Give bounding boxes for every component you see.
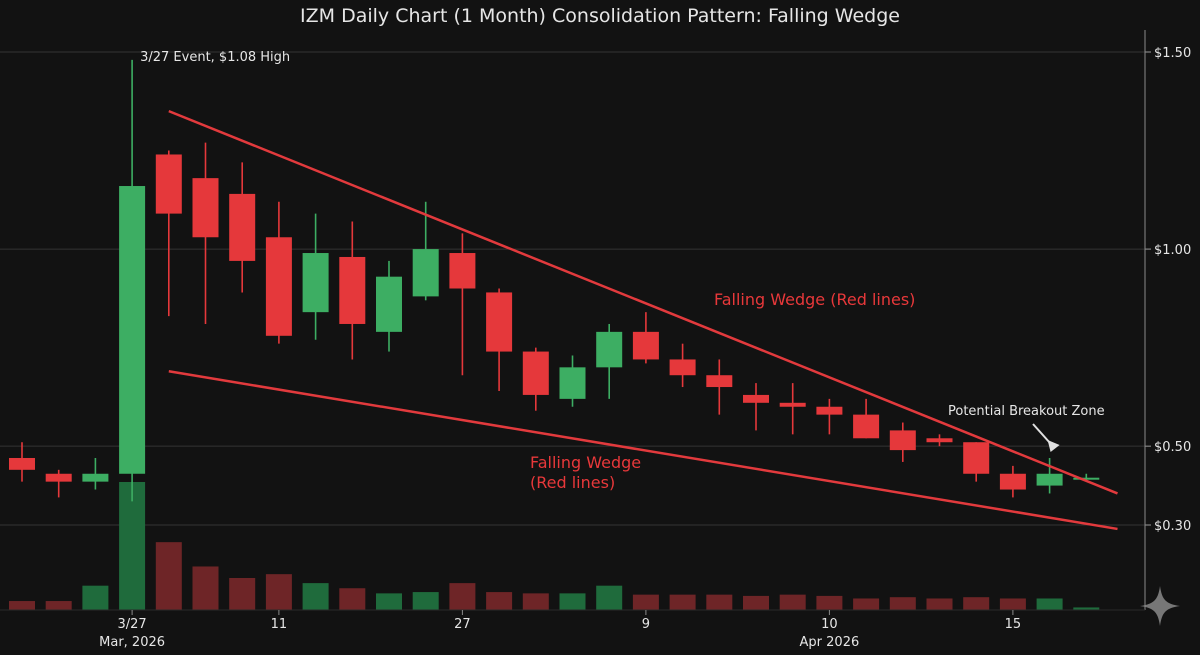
y-tick-label: $0.30 bbox=[1154, 519, 1191, 534]
candle-body bbox=[559, 367, 586, 399]
candle-body bbox=[853, 414, 880, 439]
candle-body bbox=[302, 253, 329, 313]
candle-body bbox=[999, 473, 1026, 490]
wedge-upper-line bbox=[168, 109, 1118, 495]
candle-body bbox=[9, 457, 35, 470]
volume-bars bbox=[9, 482, 1100, 610]
volume-bar bbox=[632, 594, 659, 610]
candle-body bbox=[1073, 477, 1100, 480]
candle-body bbox=[1036, 473, 1063, 486]
volume-bar bbox=[339, 588, 366, 610]
volume-bar bbox=[779, 594, 806, 610]
candle-body bbox=[412, 249, 439, 297]
candle-body bbox=[632, 331, 659, 360]
volume-bar bbox=[559, 593, 586, 610]
wedge-label-mid-line2: (Red lines) bbox=[530, 473, 615, 492]
volume-bar bbox=[192, 566, 219, 610]
volume-bar bbox=[889, 597, 916, 610]
volume-bar bbox=[1073, 607, 1100, 610]
candle-body bbox=[706, 375, 733, 388]
wedge-label-mid-line1: Falling Wedge bbox=[530, 453, 641, 472]
candle-body bbox=[82, 473, 109, 482]
volume-bar bbox=[229, 578, 256, 610]
volume-bar bbox=[265, 574, 292, 610]
candle-body bbox=[265, 237, 292, 336]
candle-body bbox=[779, 402, 806, 407]
sparkle-icon bbox=[1140, 586, 1180, 626]
candle-body bbox=[229, 193, 256, 261]
wedge-label-top: Falling Wedge (Red lines) bbox=[714, 290, 915, 309]
breakout-arrow-head bbox=[1047, 440, 1060, 452]
event-annotation: 3/27 Event, $1.08 High bbox=[140, 50, 290, 65]
y-tick-label: $0.50 bbox=[1154, 440, 1191, 455]
x-tick-label: 10 bbox=[821, 617, 838, 632]
volume-bar bbox=[9, 601, 35, 610]
candle-body bbox=[596, 331, 623, 368]
candle-body bbox=[119, 186, 146, 474]
candle-body bbox=[522, 351, 549, 395]
volume-bar bbox=[816, 595, 843, 610]
candle-body bbox=[449, 253, 476, 289]
candle-body bbox=[45, 473, 72, 482]
volume-bar bbox=[743, 595, 769, 610]
candle-body bbox=[743, 394, 769, 403]
candle-body bbox=[816, 406, 843, 415]
volume-bar bbox=[449, 583, 476, 610]
x-tick-label: 3/27 bbox=[117, 617, 146, 632]
candle-body bbox=[339, 256, 366, 324]
x-tick-label: 27 bbox=[454, 617, 471, 632]
annotations: 3/27 Event, $1.08 High Falling Wedge (Red… bbox=[140, 50, 1105, 492]
y-tick-label: $1.00 bbox=[1154, 243, 1191, 258]
x-tick-label: 9 bbox=[642, 617, 650, 632]
volume-bar bbox=[999, 598, 1026, 610]
volume-bar bbox=[486, 592, 513, 610]
candle-body bbox=[963, 442, 990, 474]
volume-bar bbox=[853, 598, 880, 610]
candle-body bbox=[889, 430, 916, 451]
y-tick-label: $1.50 bbox=[1154, 46, 1191, 61]
axes: $1.50 $1.00 $0.50 $0.30 3/27 Mar, 2026 11 27 9 10… bbox=[0, 30, 1191, 650]
falling-wedge-lines bbox=[168, 109, 1118, 531]
candle-body bbox=[486, 292, 513, 352]
candle-body bbox=[926, 438, 953, 443]
volume-bar bbox=[119, 482, 146, 610]
x-tick-sublabel: Apr 2026 bbox=[800, 635, 860, 650]
volume-bar bbox=[706, 594, 733, 610]
candles bbox=[9, 59, 1100, 502]
grid-lines bbox=[0, 51, 1145, 526]
x-tick-sublabel: Mar, 2026 bbox=[99, 635, 165, 650]
breakout-annotation: Potential Breakout Zone bbox=[948, 404, 1105, 419]
wedge-lower-line bbox=[168, 370, 1118, 531]
candle-body bbox=[376, 276, 402, 332]
volume-bar bbox=[45, 601, 72, 610]
volume-bar bbox=[963, 597, 990, 610]
volume-bar bbox=[82, 585, 109, 610]
candle-body bbox=[669, 359, 696, 376]
volume-bar bbox=[302, 583, 329, 610]
volume-bar bbox=[669, 594, 696, 610]
volume-bar bbox=[522, 593, 549, 610]
volume-bar bbox=[376, 593, 402, 610]
candle-body bbox=[192, 178, 219, 238]
candle-body bbox=[155, 154, 182, 214]
x-tick-label: 15 bbox=[1005, 617, 1022, 632]
volume-bar bbox=[1036, 598, 1063, 610]
volume-bar bbox=[155, 542, 182, 610]
volume-bar bbox=[926, 598, 953, 610]
chart-title: IZM Daily Chart (1 Month) Consolidation … bbox=[300, 5, 900, 27]
volume-bar bbox=[412, 592, 439, 610]
volume-bar bbox=[596, 585, 623, 610]
x-tick-label: 11 bbox=[271, 617, 288, 632]
